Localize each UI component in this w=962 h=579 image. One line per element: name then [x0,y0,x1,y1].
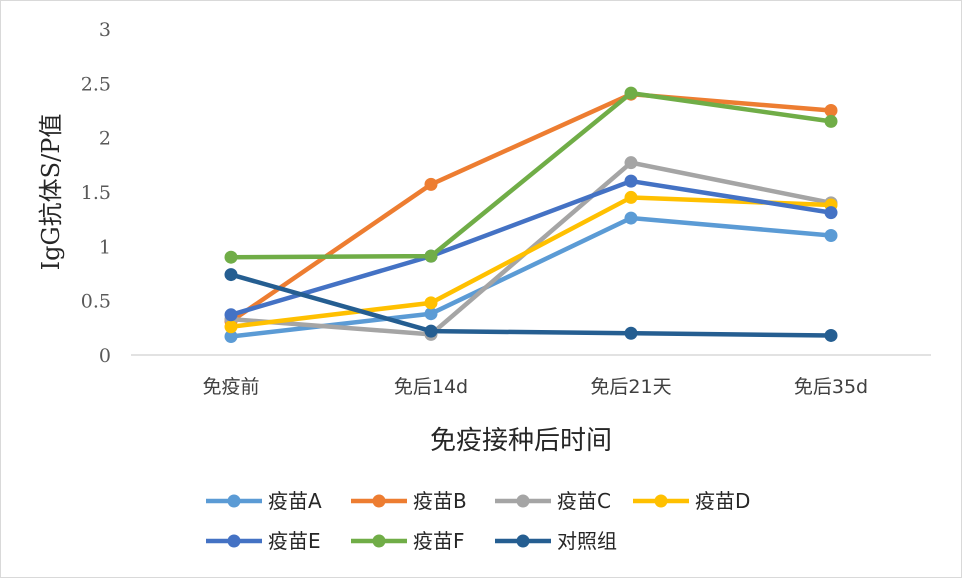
data-point [424,324,438,338]
data-point [624,211,638,225]
x-tick-label: 免疫前 [202,376,259,398]
data-point [624,174,638,188]
series-line [228,91,834,324]
data-point [424,296,438,310]
legend-marker [227,494,241,508]
y-axis-ticks: 0 0.5 1 1.5 2 2.5 3 [81,19,111,367]
data-point [224,308,238,322]
y-tick-label: 2 [99,128,111,150]
series-6 [224,86,838,264]
x-tick-label: 免后14d [394,376,468,398]
legend-item: 疫苗C [495,489,611,513]
legend: 疫苗A 疫苗B 疫苗C 疫苗D 疫苗E 疫苗F 对照组 [206,489,750,553]
data-point [224,330,238,344]
series-1 [224,211,838,344]
legend-item: 疫苗F [351,529,465,553]
legend-marker [372,494,386,508]
legend-marker [516,534,530,548]
y-tick-label: 1 [99,236,111,258]
data-point [624,326,638,340]
series-4 [224,190,838,334]
legend-item: 对照组 [495,529,617,553]
data-point [824,104,838,117]
y-axis-title: IgG抗体S/P值 [37,114,65,271]
data-point [824,114,838,128]
legend-label: 疫苗B [413,489,467,513]
legend-marker [372,534,386,548]
legend-marker [654,494,668,508]
series-line [228,90,834,260]
data-point [624,190,638,204]
x-axis-categories: 免疫前 免后14d 免后21天 免后35d [202,376,868,398]
series-line [228,178,834,318]
legend-label: 疫苗A [268,489,322,513]
y-tick-label: 0 [99,345,111,367]
legend-item: 疫苗D [633,489,750,513]
data-point [424,307,438,321]
legend-marker [516,494,530,508]
y-tick-label: 2.5 [81,73,111,95]
legend-item: 疫苗B [351,489,467,513]
data-point [224,320,238,334]
data-point [224,268,238,282]
data-point [824,328,838,342]
legend-item: 疫苗A [206,489,322,513]
series-line [228,215,834,339]
series-line [228,195,834,329]
data-point [824,206,838,220]
series-7 [224,268,838,342]
y-tick-label: 0.5 [81,291,111,313]
legend-label: 疫苗C [557,489,611,513]
series-line [228,272,834,338]
data-point [224,250,238,264]
x-tick-label: 免后21天 [590,376,671,398]
legend-label: 对照组 [557,529,617,553]
data-point [624,86,638,100]
data-point [424,249,438,263]
legend-label: 疫苗E [268,529,321,553]
data-point [424,177,438,191]
x-tick-label: 免后35d [794,376,868,398]
legend-item: 疫苗E [206,529,321,553]
data-point [824,228,838,242]
series-lines [224,86,838,344]
data-point [624,156,638,170]
x-axis-title: 免疫接种后时间 [430,426,612,456]
y-tick-label: 3 [99,19,111,41]
legend-marker [227,534,241,548]
legend-label: 疫苗F [413,529,465,553]
legend-label: 疫苗D [695,489,750,513]
y-tick-label: 1.5 [81,182,111,204]
